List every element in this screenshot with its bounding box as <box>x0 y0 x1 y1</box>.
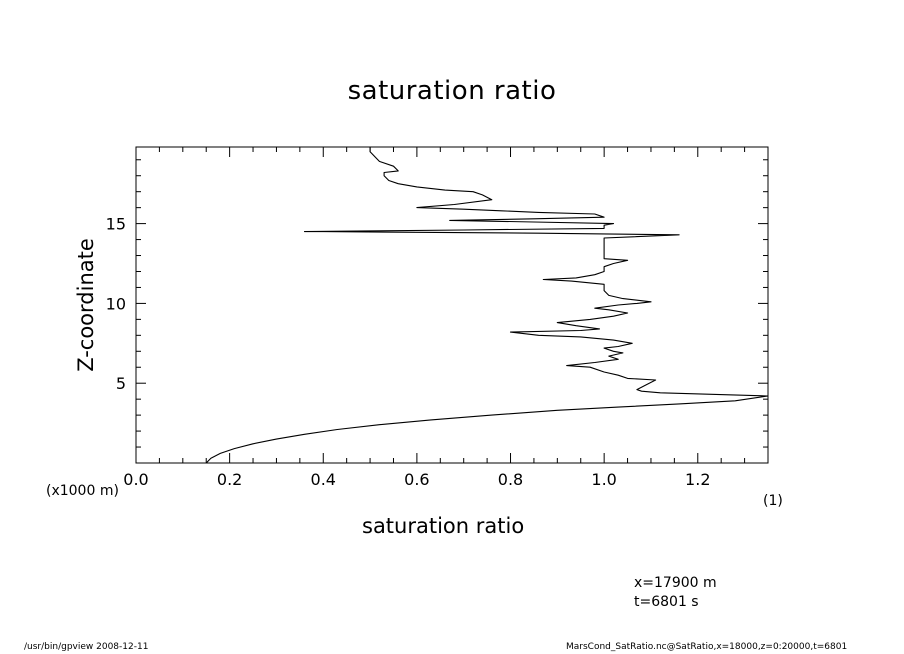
plot-frame <box>135 146 769 464</box>
x-tick-label: 0.0 <box>123 470 148 489</box>
saturation-ratio-profile-line <box>205 147 769 464</box>
y-tick-label: 10 <box>106 294 126 313</box>
tick-labels: 0.0 0.2 0.4 0.6 0.8 1.0 1.2 5 10 15 <box>106 215 711 489</box>
x-tick-label: 1.0 <box>591 470 616 489</box>
x-tick-label: 0.6 <box>404 470 429 489</box>
x-axis-units: (1) <box>763 493 783 509</box>
location-x-readout: x=17900 m <box>634 575 717 591</box>
chart-title: saturation ratio <box>347 76 557 106</box>
footer-source-info: MarsCond_SatRatio.nc@SatRatio,x=18000,z=… <box>566 642 848 652</box>
y-axis-units: (x1000 m) <box>46 483 119 499</box>
y-tick-label: 15 <box>106 215 126 234</box>
x-tick-label: 0.2 <box>217 470 242 489</box>
y-tick-label: 5 <box>116 374 126 393</box>
x-tick-label: 0.8 <box>498 470 523 489</box>
x-tick-label: 0.4 <box>311 470 336 489</box>
x-axis-label: saturation ratio <box>362 514 525 538</box>
location-t-readout: t=6801 s <box>634 594 699 610</box>
x-tick-label: 1.2 <box>685 470 710 489</box>
footer-program-date: /usr/bin/gpview 2008-12-11 <box>24 642 149 652</box>
y-axis-label: Z-coordinate <box>74 238 98 372</box>
axis-ticks <box>135 147 769 464</box>
